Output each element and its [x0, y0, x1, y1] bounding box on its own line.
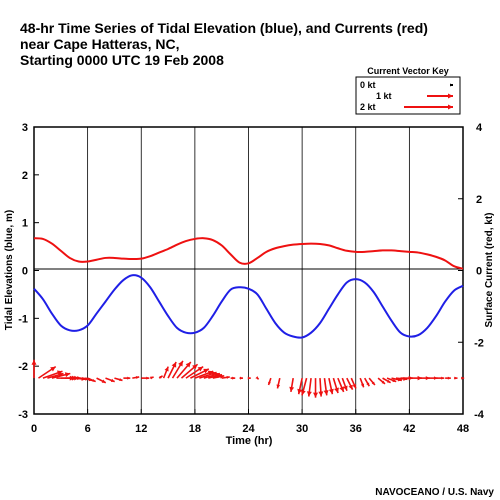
- current-vector-arrow: [300, 377, 308, 396]
- current-vector-arrow: [247, 376, 251, 380]
- current-vector-arrow: [149, 376, 154, 380]
- key-arrows: [404, 83, 453, 110]
- current-vector-arrow: [267, 377, 272, 386]
- y-left-tick-label: 3: [22, 122, 28, 134]
- current-vector-arrow: [386, 377, 397, 383]
- current-vector-arrow: [87, 377, 96, 383]
- current-vector-arrow: [105, 377, 115, 383]
- current-vector-arrow: [31, 359, 37, 379]
- current-vector-arrow: [341, 377, 348, 392]
- current-vector-arrow: [337, 377, 345, 393]
- y-right-tick-label: 0: [476, 266, 482, 278]
- current-vector-arrow: [221, 375, 230, 379]
- current-vector-arrow: [313, 378, 319, 398]
- series-line-current-speed: [33, 237, 464, 270]
- chart-title-line-3: Starting 0000 UTC 19 Feb 2008: [20, 52, 224, 68]
- current-vector-arrow: [180, 363, 199, 379]
- current-vector-arrow: [445, 376, 451, 380]
- current-vector-arrow: [167, 361, 177, 379]
- current-vector-arrow: [51, 372, 71, 379]
- key-title: Current Vector Key: [367, 66, 449, 76]
- current-vector-arrow: [171, 360, 184, 379]
- current-vector-arrow: [377, 377, 386, 385]
- x-tick-label: 12: [135, 423, 147, 435]
- grid: [87, 127, 410, 414]
- x-axis-label: Time (hr): [226, 435, 273, 447]
- current-vector-arrow: [461, 376, 465, 380]
- y-left-tick-label: -1: [18, 313, 28, 325]
- current-vector-arrow: [132, 375, 140, 379]
- current-vector-arrow: [141, 376, 150, 380]
- current-vector-arrow: [427, 376, 438, 380]
- x-tick-label: 24: [242, 423, 255, 435]
- chart-title-line-1: 48-hr Time Series of Tidal Elevation (bl…: [20, 20, 428, 36]
- current-vector-arrow: [318, 378, 324, 397]
- y-left-tick-label: 2: [22, 170, 28, 182]
- current-vector-key: Current Vector Key 0 kt 1 kt 2 kt: [355, 66, 461, 115]
- y-axis-label-left: Tidal Elevations (blue, m): [4, 210, 15, 330]
- y-left-tick-label: -2: [18, 361, 28, 373]
- key-arrow: [450, 83, 453, 87]
- current-vector-arrow: [363, 377, 370, 387]
- y-axis-label-right: Surface Current (red, kt): [484, 212, 495, 327]
- x-tick-label: 18: [189, 423, 201, 435]
- x-tick-label: 48: [457, 423, 469, 435]
- chart-title: 48-hr Time Series of Tidal Elevation (bl…: [20, 20, 490, 68]
- current-vectors: [31, 359, 465, 398]
- current-vector-arrow: [436, 376, 445, 380]
- current-vector-arrow: [350, 377, 357, 389]
- current-vector-arrow: [123, 376, 131, 380]
- current-vector-arrow: [162, 366, 169, 379]
- x-tick-label: 42: [403, 423, 415, 435]
- y-right-tick-label: -2: [474, 337, 484, 349]
- current-vector-arrow: [276, 377, 281, 389]
- chart-title-line-2: near Cape Hatteras, NC,: [20, 36, 180, 52]
- y-right-tick-label: 2: [476, 194, 482, 206]
- current-vector-arrow: [346, 377, 354, 390]
- current-vector-arrow: [185, 365, 204, 379]
- y-left-tick-label: 0: [22, 266, 28, 278]
- ticks: [33, 126, 464, 415]
- current-vector-arrow: [239, 376, 244, 380]
- y-right-tick-labels: -4 -2 0 2 4: [474, 122, 485, 421]
- current-vector-arrow: [289, 377, 295, 393]
- series-line-tidal-elevation: [33, 274, 464, 339]
- current-vector-arrow: [323, 378, 329, 396]
- current-vector-arrow: [38, 365, 57, 379]
- y-right-tick-label: -4: [474, 409, 485, 421]
- current-vector-arrow: [454, 376, 458, 380]
- current-vector-arrow: [359, 377, 365, 388]
- y-left-tick-labels: -3 -2 -1 0 1 2 3: [18, 122, 28, 421]
- current-vector-arrow: [230, 376, 236, 380]
- current-vector-arrow: [96, 377, 107, 384]
- x-tick-label: 36: [350, 423, 362, 435]
- x-tick-label: 30: [296, 423, 308, 435]
- current-vector-arrow: [176, 361, 192, 379]
- y-left-tick-label: 1: [22, 218, 28, 230]
- x-tick-label: 0: [31, 423, 37, 435]
- y-right-tick-label: 4: [476, 122, 483, 134]
- x-tick-labels: 0 6 12 18 24 30 36 42 48: [31, 423, 469, 435]
- x-tick-label: 6: [85, 423, 91, 435]
- current-vector-arrow: [368, 377, 376, 386]
- credit-text: NAVOCEANO / U.S. Navy: [375, 487, 494, 498]
- current-vector-arrow: [332, 377, 339, 394]
- key-label-0kt: 0 kt: [360, 80, 376, 90]
- key-label-2kt: 2 kt: [360, 102, 376, 112]
- current-vector-arrow: [255, 376, 260, 380]
- current-vector-arrow: [212, 374, 225, 379]
- y-left-tick-label: -3: [18, 409, 28, 421]
- current-vector-arrow: [328, 377, 334, 395]
- current-vector-arrow: [114, 377, 123, 382]
- key-arrow: [404, 104, 453, 110]
- current-vector-arrow: [190, 368, 210, 379]
- key-arrow: [427, 93, 453, 99]
- current-vector-arrow: [306, 378, 312, 397]
- current-vector-arrow: [382, 377, 392, 384]
- current-vector-arrow: [158, 375, 164, 379]
- key-label-1kt: 1 kt: [376, 91, 392, 101]
